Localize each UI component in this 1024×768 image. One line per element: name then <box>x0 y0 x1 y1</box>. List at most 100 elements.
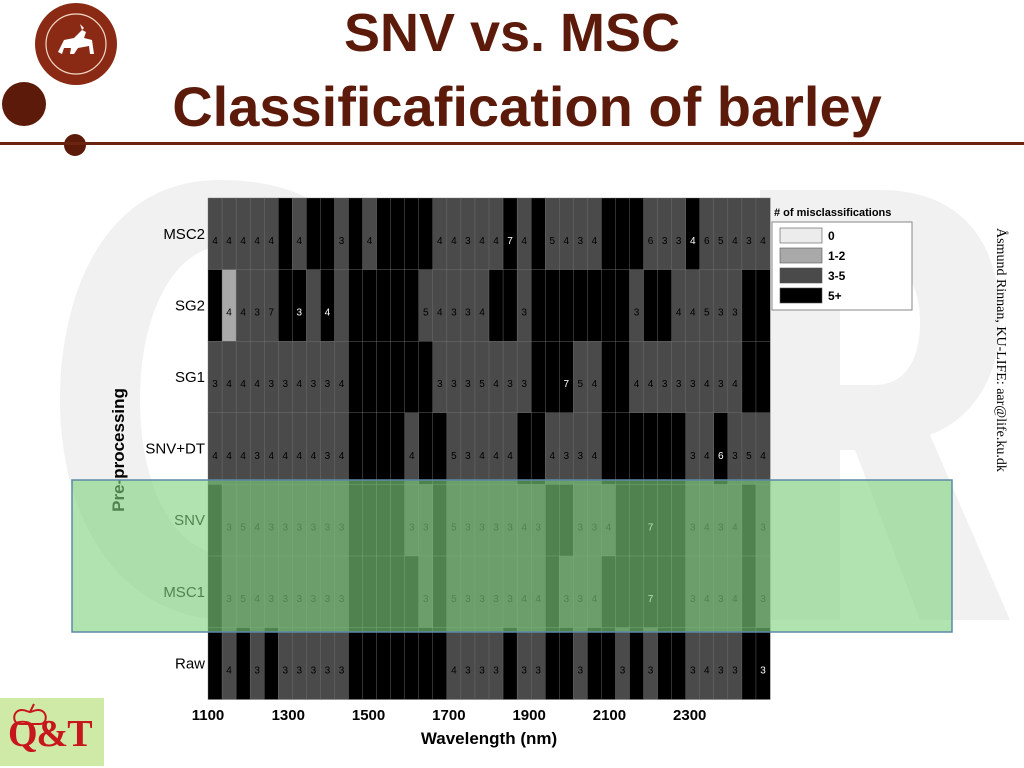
heatmap-cell-label: 3 <box>451 379 457 390</box>
heatmap-cell-label: 5 <box>549 236 555 247</box>
x-tick-label: 2100 <box>593 707 626 724</box>
heatmap-cell-label: 4 <box>704 451 710 462</box>
heatmap-cell <box>671 197 687 271</box>
decorative-dot-large <box>2 82 46 126</box>
heatmap-cell <box>755 197 771 271</box>
heatmap-cell <box>685 627 701 700</box>
heatmap-cell-label: 4 <box>226 666 232 677</box>
heatmap-cell <box>334 197 350 271</box>
heatmap-cell <box>362 197 378 271</box>
heatmap-cell-label: 4 <box>592 236 598 247</box>
heatmap-cell <box>278 197 293 271</box>
heatmap-cell <box>629 269 645 342</box>
heatmap-cell <box>362 412 378 485</box>
heatmap-cell <box>629 197 645 271</box>
heatmap-cell-label: 4 <box>451 666 457 677</box>
heatmap-cell <box>601 269 616 342</box>
heatmap-cell <box>249 341 265 414</box>
chart-legend: # of misclassifications 0 1-2 3-5 5+ <box>771 207 913 311</box>
heatmap-cell <box>207 269 223 342</box>
heatmap-cell-label: 4 <box>549 451 555 462</box>
heatmap-cell <box>221 627 237 700</box>
heatmap-cell <box>207 341 223 414</box>
heatmap-cell <box>235 412 251 485</box>
heatmap-cell-label: 6 <box>704 236 710 247</box>
heatmap-cell <box>671 341 687 414</box>
heatmap-cell-label: 4 <box>325 308 331 319</box>
heatmap-cell-label: 4 <box>507 451 513 462</box>
heatmap-cell <box>221 197 237 271</box>
heatmap-cell-label: 3 <box>311 379 317 390</box>
heatmap-cell <box>643 341 659 414</box>
heatmap-cell-label: 4 <box>690 308 696 319</box>
heatmap-cell <box>390 412 406 485</box>
heatmap-cell-label: 5 <box>746 451 752 462</box>
heatmap-cell <box>502 627 518 700</box>
heatmap-cell-label: 3 <box>634 308 640 319</box>
heatmap-cell <box>643 269 659 342</box>
row-label: SG2 <box>175 297 205 314</box>
legend-swatch <box>779 247 823 264</box>
heatmap-cell <box>573 197 588 271</box>
heatmap-cell <box>727 627 743 700</box>
heatmap-cell <box>249 627 265 700</box>
heatmap-cell <box>657 627 673 700</box>
heatmap-cell-label: 3 <box>325 451 331 462</box>
heatmap-cell-label: 4 <box>297 379 303 390</box>
heatmap-cell-label: 3 <box>212 379 218 390</box>
heatmap-cell <box>657 412 673 485</box>
heatmap-cell <box>474 197 490 271</box>
heatmap-cell <box>264 627 279 700</box>
heatmap-cell-label: 3 <box>311 666 317 677</box>
heatmap-cell-label: 4 <box>732 379 738 390</box>
heatmap-cell <box>404 412 420 485</box>
heatmap-cell-label: 4 <box>367 236 373 247</box>
heatmap-cell <box>488 197 504 271</box>
heatmap-cell <box>559 197 574 271</box>
heatmap-cell <box>474 412 490 485</box>
heatmap-cell <box>376 412 392 485</box>
heatmap-cell-label: 3 <box>535 666 541 677</box>
heatmap-cell-label: 3 <box>732 451 738 462</box>
x-tick-label: 1100 <box>192 707 225 724</box>
heatmap-cell <box>306 412 321 485</box>
heatmap-cell-label: 3 <box>746 236 752 247</box>
heatmap-cell-label: 4 <box>479 451 485 462</box>
heatmap-cell <box>671 412 687 485</box>
heatmap-cell <box>362 341 378 414</box>
x-tick-label: 1500 <box>352 707 385 724</box>
heatmap-cell <box>685 341 701 414</box>
heatmap-cell <box>418 269 434 342</box>
x-tick-label: 1900 <box>512 707 545 724</box>
heatmap-cell <box>446 412 462 485</box>
heatmap-cell <box>278 627 293 700</box>
legend-items: 0 1-2 3-5 5+ <box>779 227 846 304</box>
heatmap-cell <box>559 627 574 700</box>
heatmap-cell <box>587 341 602 414</box>
heatmap-cell-label: 4 <box>690 236 696 247</box>
heatmap-cell-label: 3 <box>325 666 331 677</box>
heatmap-cell-label: 3 <box>465 308 471 319</box>
heatmap-cell <box>545 627 560 700</box>
heatmap-cell <box>699 341 715 414</box>
heatmap-cell <box>488 412 504 485</box>
heatmap-cell <box>685 197 701 271</box>
heatmap-cell <box>699 627 715 700</box>
heatmap-cell <box>601 197 616 271</box>
heatmap-cell-label: 3 <box>465 451 471 462</box>
heatmap-cell <box>587 412 602 485</box>
heatmap-cell-label: 3 <box>578 666 584 677</box>
heatmap-cell <box>221 412 237 485</box>
heatmap-cell <box>320 197 335 271</box>
slide-title-line1: SNV vs. MSC <box>343 3 681 63</box>
heatmap-cell <box>559 341 574 414</box>
highlight-box-snv-msc1 <box>71 479 953 633</box>
heatmap-cell-label: 4 <box>760 451 766 462</box>
heatmap-cell <box>601 341 616 414</box>
heatmap-cell <box>629 412 645 485</box>
heatmap-cell <box>587 197 602 271</box>
heatmap-cell <box>643 412 659 485</box>
heatmap-cell <box>334 269 350 342</box>
heatmap-cell <box>727 412 743 485</box>
heatmap-cell-label: 3 <box>339 666 345 677</box>
